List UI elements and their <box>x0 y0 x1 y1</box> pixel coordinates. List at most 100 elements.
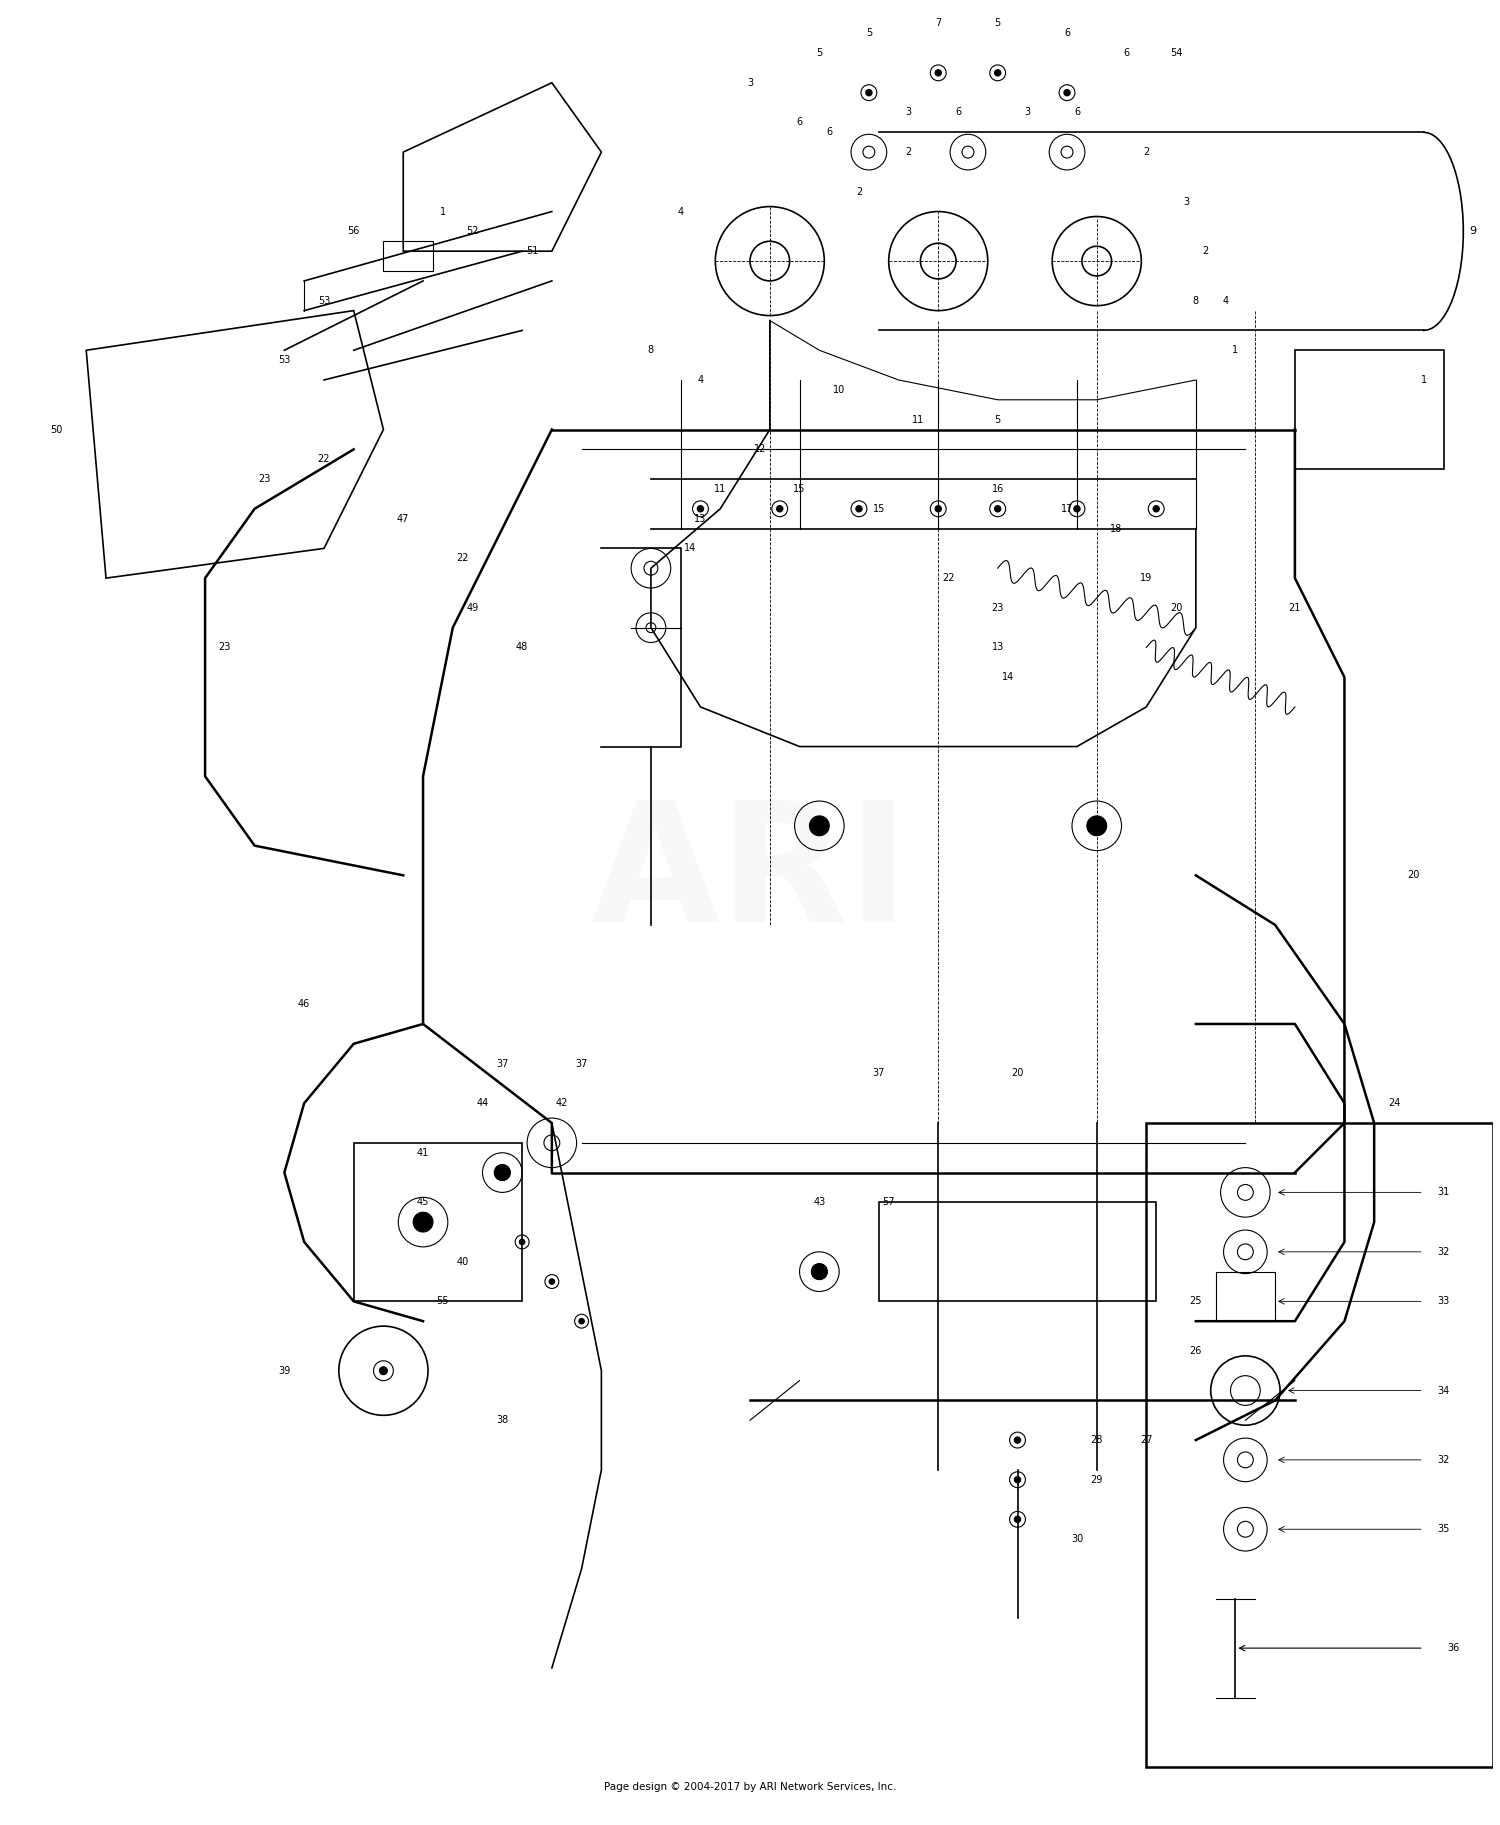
Text: 23: 23 <box>258 474 270 484</box>
Circle shape <box>994 506 1000 513</box>
Text: 9: 9 <box>1470 226 1478 237</box>
Text: 22: 22 <box>456 553 470 564</box>
Text: 31: 31 <box>1437 1188 1449 1197</box>
Circle shape <box>1074 506 1080 513</box>
Text: 13: 13 <box>992 642 1004 653</box>
Text: 10: 10 <box>833 385 846 394</box>
Bar <box>1215 1272 1275 1321</box>
Text: 8: 8 <box>648 345 654 356</box>
Text: 40: 40 <box>456 1257 470 1267</box>
Text: 39: 39 <box>278 1365 291 1376</box>
Text: 6: 6 <box>1064 27 1070 38</box>
Text: 6: 6 <box>1074 108 1080 117</box>
Text: 5: 5 <box>994 18 1000 29</box>
Text: 3: 3 <box>1024 108 1030 117</box>
Text: 5: 5 <box>865 27 871 38</box>
Text: 20: 20 <box>1170 602 1182 613</box>
Text: 14: 14 <box>1002 672 1014 683</box>
Text: 12: 12 <box>753 443 766 454</box>
Text: 11: 11 <box>714 484 726 495</box>
Circle shape <box>856 506 862 513</box>
Circle shape <box>1154 506 1160 513</box>
Text: 30: 30 <box>1071 1535 1083 1544</box>
Text: 57: 57 <box>882 1197 896 1208</box>
Text: 50: 50 <box>51 425 63 434</box>
Text: 45: 45 <box>417 1197 429 1208</box>
Circle shape <box>698 506 703 513</box>
Circle shape <box>519 1239 525 1245</box>
Circle shape <box>865 89 871 97</box>
Text: 35: 35 <box>1437 1524 1449 1535</box>
Text: 3: 3 <box>906 108 912 117</box>
Text: 48: 48 <box>516 642 528 653</box>
Text: 3: 3 <box>1184 197 1190 206</box>
Text: 36: 36 <box>1448 1642 1460 1653</box>
Circle shape <box>1014 1476 1020 1484</box>
Text: 54: 54 <box>1170 47 1182 58</box>
Text: 34: 34 <box>1437 1385 1449 1396</box>
Text: 3: 3 <box>747 78 753 88</box>
Text: 38: 38 <box>496 1414 508 1425</box>
Text: 33: 33 <box>1437 1296 1449 1307</box>
Text: 24: 24 <box>1388 1099 1400 1108</box>
Circle shape <box>420 1219 426 1225</box>
Text: 23: 23 <box>219 642 231 653</box>
Text: 13: 13 <box>694 513 706 524</box>
Text: 51: 51 <box>526 246 538 256</box>
Circle shape <box>579 1318 585 1323</box>
Text: 52: 52 <box>466 226 478 237</box>
Bar <box>384 241 433 270</box>
Text: 6: 6 <box>1124 47 1130 58</box>
Text: 16: 16 <box>992 484 1004 495</box>
Circle shape <box>549 1279 555 1285</box>
Text: 1: 1 <box>1420 374 1426 385</box>
Circle shape <box>934 506 942 513</box>
Circle shape <box>500 1170 506 1175</box>
Text: 2: 2 <box>1203 246 1209 256</box>
Text: 17: 17 <box>1060 504 1072 515</box>
Circle shape <box>495 1164 510 1181</box>
Text: 20: 20 <box>1011 1068 1023 1079</box>
Text: 2: 2 <box>1143 148 1149 157</box>
Text: 37: 37 <box>496 1058 508 1069</box>
Text: 47: 47 <box>398 513 410 524</box>
Circle shape <box>812 1263 828 1279</box>
Text: 56: 56 <box>348 226 360 237</box>
Text: 55: 55 <box>436 1296 448 1307</box>
Text: 23: 23 <box>992 602 1004 613</box>
Text: 2: 2 <box>856 186 862 197</box>
Text: 1: 1 <box>1233 345 1239 356</box>
Circle shape <box>380 1367 387 1374</box>
Text: 29: 29 <box>1090 1475 1102 1486</box>
Text: 14: 14 <box>684 544 696 553</box>
Text: 6: 6 <box>956 108 962 117</box>
Text: 28: 28 <box>1090 1434 1102 1445</box>
Text: 53: 53 <box>278 356 291 365</box>
Text: 46: 46 <box>298 998 310 1009</box>
Text: 5: 5 <box>994 414 1000 425</box>
Text: 20: 20 <box>1407 871 1420 880</box>
Text: 22: 22 <box>318 454 330 464</box>
Text: 21: 21 <box>1288 602 1300 613</box>
Text: 18: 18 <box>1110 524 1122 533</box>
Text: 19: 19 <box>1140 573 1152 584</box>
Text: 2: 2 <box>906 148 912 157</box>
Text: 11: 11 <box>912 414 924 425</box>
Bar <box>1146 1122 1492 1767</box>
Circle shape <box>810 816 830 836</box>
Text: 53: 53 <box>318 296 330 307</box>
Circle shape <box>413 1212 434 1232</box>
Text: 7: 7 <box>934 18 942 29</box>
Circle shape <box>994 69 1000 77</box>
Text: 4: 4 <box>678 206 684 217</box>
Text: 32: 32 <box>1437 1246 1449 1257</box>
Text: 4: 4 <box>1222 296 1228 307</box>
Text: 6: 6 <box>827 128 833 137</box>
Text: 25: 25 <box>1190 1296 1202 1307</box>
Text: 27: 27 <box>1140 1434 1152 1445</box>
Text: 26: 26 <box>1190 1345 1202 1356</box>
Text: 15: 15 <box>873 504 885 515</box>
Text: Page design © 2004-2017 by ARI Network Services, Inc.: Page design © 2004-2017 by ARI Network S… <box>604 1781 896 1792</box>
Text: 6: 6 <box>796 117 802 128</box>
Circle shape <box>1014 1517 1020 1522</box>
